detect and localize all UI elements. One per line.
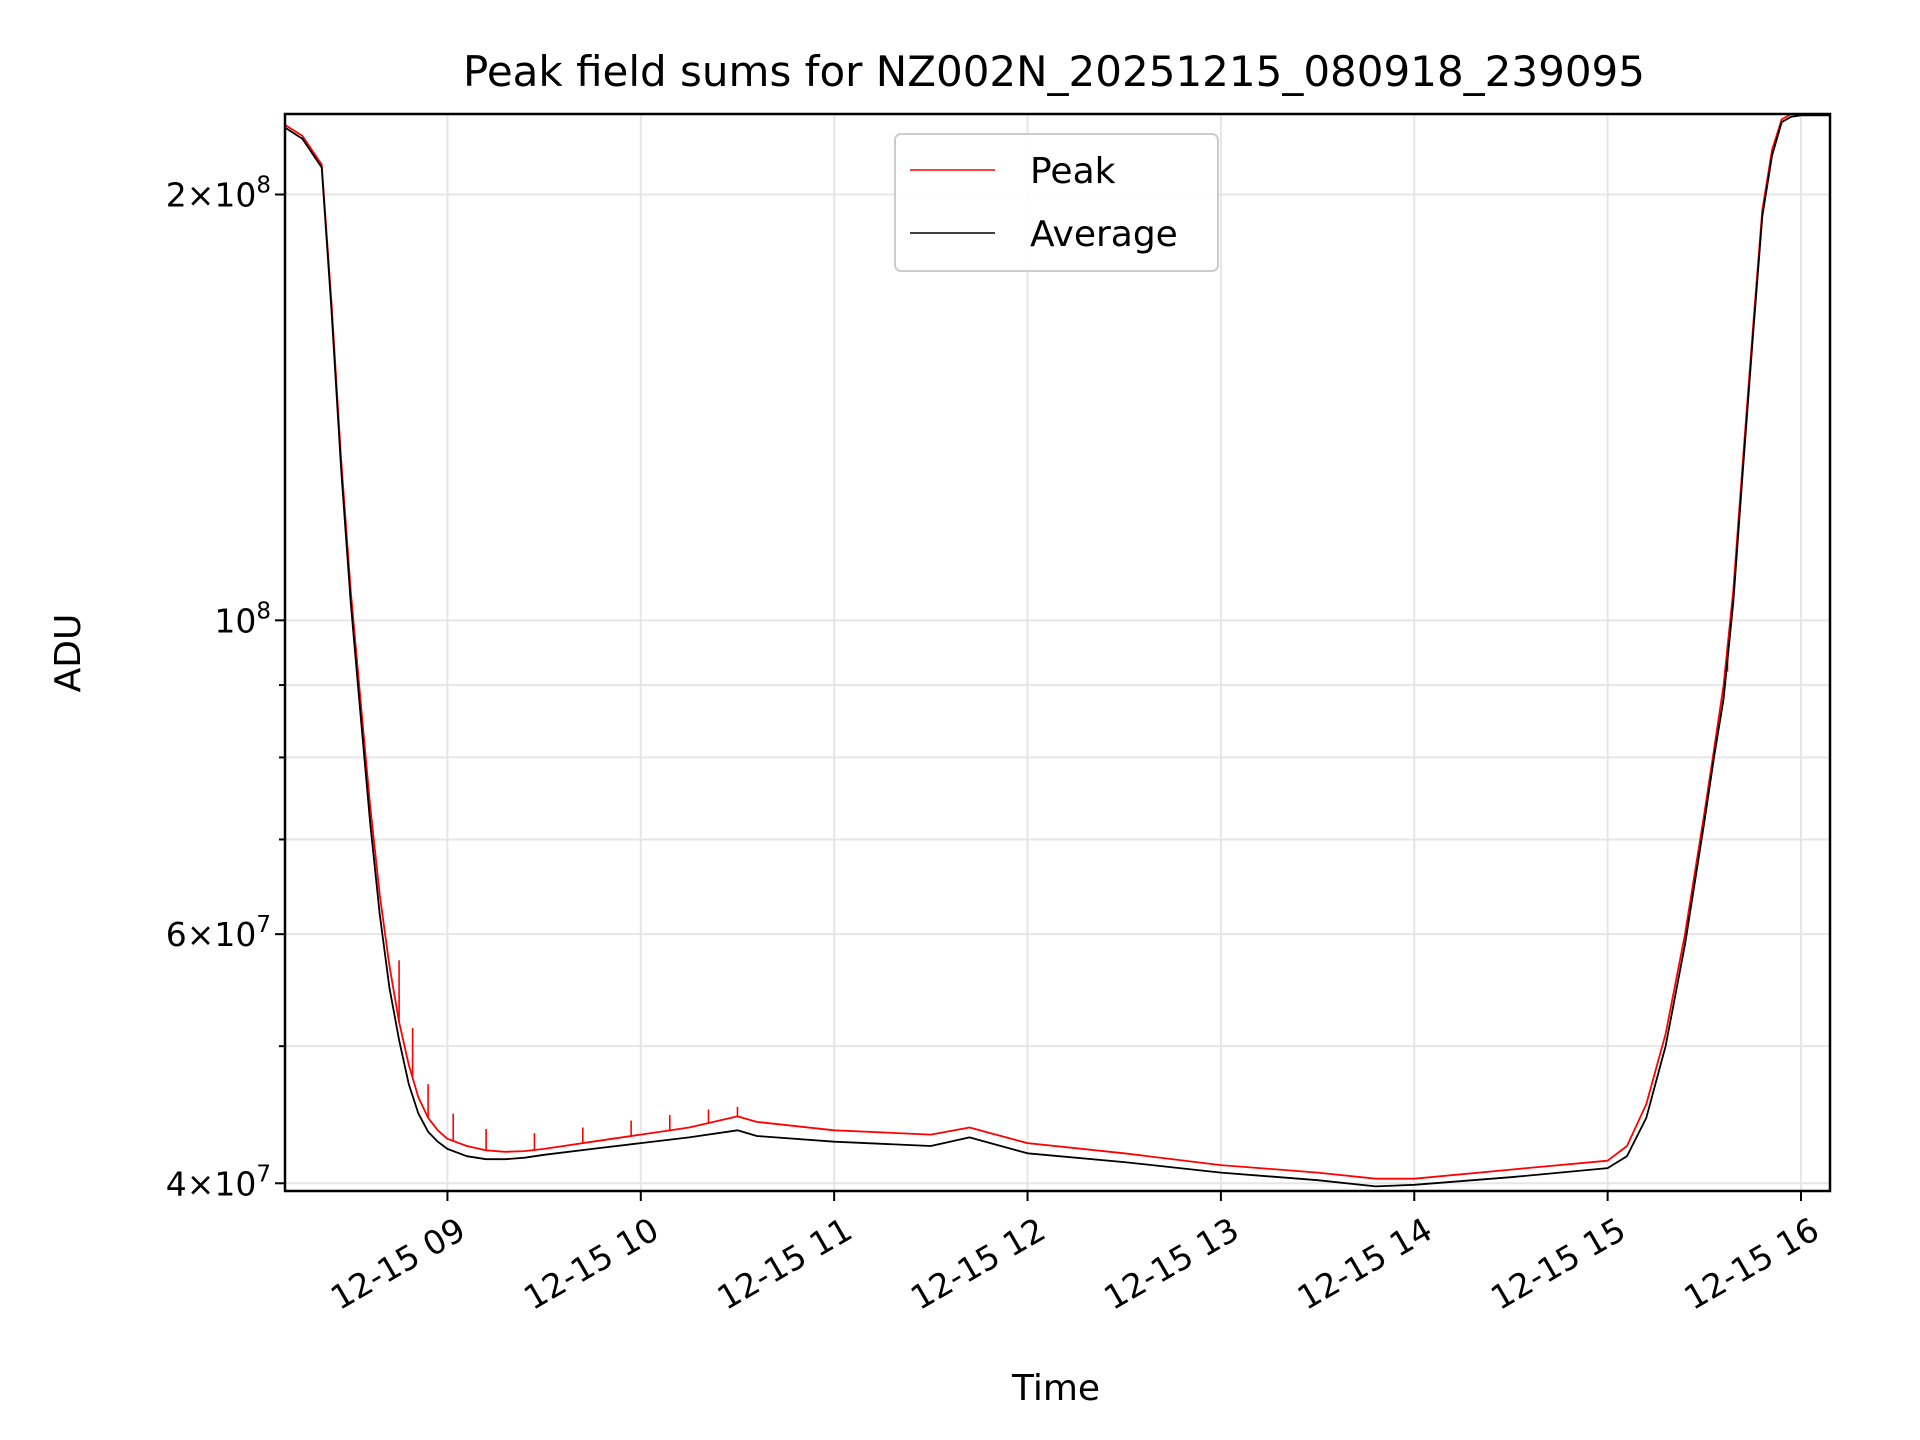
y-tick-label: 6×107: [166, 912, 271, 954]
chart-title: Peak field sums for NZ002N_20251215_0809…: [463, 47, 1645, 96]
legend-label-peak: Peak: [1030, 151, 1116, 192]
y-axis: 4×107 6×107 108 2×108: [166, 172, 285, 1203]
legend-label-average: Average: [1030, 214, 1178, 255]
plot-area: [284, 113, 1830, 1188]
series-line-average: [284, 114, 1830, 1188]
legend-box: [894, 133, 1219, 272]
plot-frame: [283, 112, 1832, 1193]
y-tick-label: 108: [214, 598, 271, 640]
x-axis-label: Time: [1011, 1368, 1100, 1409]
y-tick-label: 4×107: [166, 1161, 271, 1203]
y-tick-label: 2×108: [166, 172, 271, 214]
grid: [285, 114, 1830, 1191]
legend: Peak Average: [894, 133, 1219, 272]
y-axis-label: ADU: [48, 614, 89, 693]
